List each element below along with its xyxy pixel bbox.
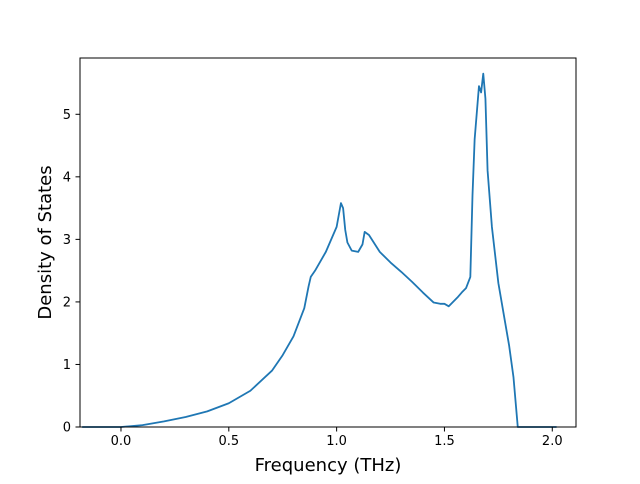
y-tick-label: 0	[63, 421, 71, 436]
x-tick-label: 1.0	[326, 434, 347, 449]
y-tick-label: 5	[63, 108, 71, 123]
y-tick-label: 3	[63, 233, 71, 248]
y-tick-label: 2	[63, 295, 71, 310]
x-tick-label: 1.5	[434, 434, 455, 449]
x-axis-label: Frequency (THz)	[255, 455, 402, 476]
x-tick-label: 0.5	[218, 434, 239, 449]
y-tick-label: 1	[63, 358, 71, 373]
y-axis-label: Density of States	[35, 165, 56, 319]
dos-series-line	[82, 72, 557, 428]
y-tick-label: 4	[63, 170, 71, 185]
axes-frame	[79, 57, 577, 428]
x-tick-label: 2.0	[542, 434, 563, 449]
axis-ticks: 0.0 0.5 1.0 1.5 2.0 0 1 2 3 4 5	[63, 108, 563, 449]
plot-area	[79, 57, 577, 428]
x-tick-label: 0.0	[111, 434, 132, 449]
